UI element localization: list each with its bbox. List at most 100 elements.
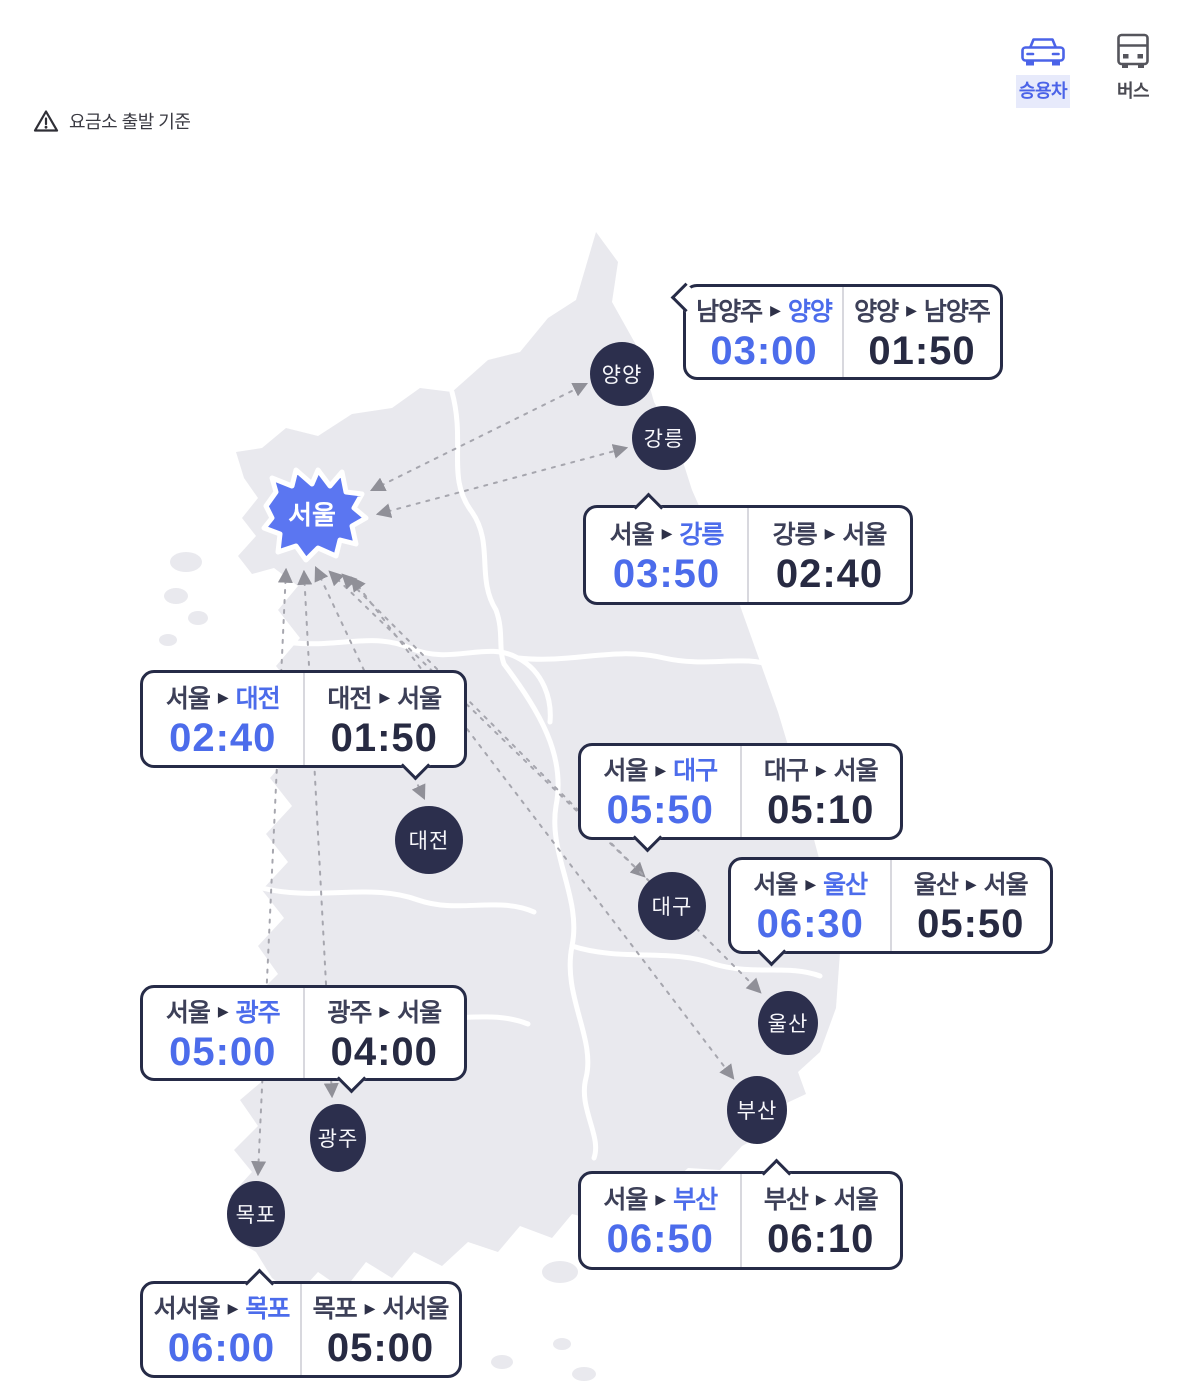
city-marker-mokpo[interactable]: 목포	[227, 1181, 285, 1247]
route-arrow-icon: ▶	[824, 525, 836, 541]
route-arrow-icon: ▶	[217, 689, 229, 705]
route-arrow-icon: ▶	[815, 761, 827, 778]
city-marker-daejeon[interactable]: 대전	[395, 806, 463, 874]
inbound-time: 02:40	[775, 551, 884, 596]
notice-text: 요금소 출발 기준	[69, 112, 191, 132]
divider	[889, 860, 892, 951]
route-arrow-icon: ▶	[661, 525, 673, 541]
route-card-busan: 서울 ▶ 부산 06:50 부산 ▶ 서울 06:10	[578, 1158, 903, 1270]
route-arrow-icon: ▶	[379, 689, 390, 705]
from-city: 목포	[312, 1295, 358, 1323]
inbound-cell: 목포 ▶ 서서울 05:00	[302, 1284, 459, 1375]
city-marker-label: 양양	[601, 364, 643, 387]
outbound-cell: 서울 ▶ 부산 06:50	[581, 1174, 740, 1267]
city-marker-label: 강릉	[643, 428, 685, 451]
inbound-cell: 대전 ▶ 서울 01:50	[305, 673, 465, 765]
from-city: 서울	[603, 757, 648, 785]
inbound-time: 05:00	[326, 1326, 435, 1370]
city-marker-daegu[interactable]: 대구	[638, 872, 706, 940]
from-city: 서울	[603, 1186, 648, 1214]
from-city: 강릉	[772, 520, 818, 549]
from-city: 대전	[327, 684, 372, 713]
outbound-time: 06:00	[167, 1326, 276, 1370]
city-marker-ulsan[interactable]: 울산	[758, 991, 818, 1055]
warning-icon	[33, 110, 59, 132]
to-city: 대구	[673, 757, 718, 785]
inbound-time: 05:50	[917, 902, 1025, 946]
route-card-ulsan: 서울 ▶ 울산 06:30 울산 ▶ 서울 05:50	[728, 857, 1053, 967]
outbound-cell: 서울 ▶ 강릉 03:50	[586, 508, 747, 602]
outbound-cell: 서서울 ▶ 목포 06:00	[143, 1284, 300, 1375]
outbound-time: 05:50	[606, 788, 714, 832]
seoul-region-marker[interactable]: 서울	[261, 467, 369, 563]
outbound-cell: 서울 ▶ 대구 05:50	[581, 746, 740, 837]
route-arrow-icon: ▶	[655, 761, 666, 778]
mode-car-label: 승용차	[1015, 75, 1071, 108]
city-marker-label: 울산	[767, 1013, 809, 1036]
notice: 요금소 출발 기준	[33, 108, 191, 134]
outbound-cell: 서울 ▶ 대전 02:40	[143, 673, 303, 765]
to-city: 부산	[673, 1186, 718, 1214]
to-city: 강릉	[679, 520, 724, 549]
route-card-mokpo: 서서울 ▶ 목포 06:00 목포 ▶ 서서울 05:00	[140, 1268, 462, 1378]
to-city: 광주	[235, 998, 281, 1027]
route-arrow-icon: ▶	[364, 1299, 376, 1316]
route-card-gwangju: 서울 ▶ 광주 05:00 광주 ▶ 서울 04:00	[140, 985, 467, 1094]
to-city: 남양주	[923, 297, 991, 326]
city-marker-busan[interactable]: 부산	[727, 1076, 787, 1144]
from-city: 서울	[753, 871, 798, 899]
inbound-cell: 부산 ▶ 서울 06:10	[742, 1174, 901, 1267]
city-marker-gangneung[interactable]: 강릉	[632, 406, 696, 470]
inbound-cell: 대구 ▶ 서울 05:10	[742, 746, 901, 837]
inbound-cell: 강릉 ▶ 서울 02:40	[749, 508, 910, 602]
inbound-time: 01:50	[330, 715, 438, 760]
route-arrow-icon: ▶	[965, 875, 977, 892]
from-city: 광주	[327, 998, 372, 1027]
outbound-cell: 남양주 ▶ 양양 03:00	[686, 287, 842, 377]
to-city: 서울	[983, 871, 1029, 899]
route-arrow-icon: ▶	[227, 1299, 239, 1316]
mode-car-button[interactable]: 승용차	[1012, 33, 1074, 108]
from-city: 울산	[913, 871, 959, 899]
to-city: 울산	[823, 871, 868, 899]
to-city: 서울	[397, 684, 442, 713]
mode-bus-label: 버스	[1116, 81, 1150, 101]
outbound-time: 03:50	[612, 551, 721, 596]
route-card-daejeon: 서울 ▶ 대전 02:40 대전 ▶ 서울 01:50	[140, 670, 467, 781]
outbound-time: 05:00	[169, 1029, 277, 1074]
city-marker-gwangju[interactable]: 광주	[310, 1104, 366, 1172]
route-arrow-icon: ▶	[805, 875, 816, 892]
mode-bus-button[interactable]: 버스	[1108, 33, 1158, 103]
bus-icon	[1117, 33, 1149, 68]
outbound-cell: 서울 ▶ 광주 05:00	[143, 988, 303, 1078]
outbound-time: 06:50	[606, 1217, 714, 1261]
divider	[300, 1284, 302, 1375]
to-city: 목포	[245, 1295, 290, 1323]
car-icon	[1021, 38, 1065, 66]
city-marker-label: 목포	[235, 1204, 277, 1227]
route-arrow-icon: ▶	[379, 1003, 390, 1019]
route-card-gangneung: 서울 ▶ 강릉 03:50 강릉 ▶ 서울 02:40	[583, 492, 913, 605]
from-city: 대구	[763, 757, 809, 785]
inbound-time: 05:10	[767, 788, 875, 832]
city-marker-label: 대전	[408, 830, 450, 853]
city-marker-label: 광주	[317, 1128, 359, 1151]
city-marker-yangyang[interactable]: 양양	[590, 342, 654, 406]
city-marker-label: 부산	[736, 1100, 778, 1123]
from-city: 서울	[165, 998, 211, 1027]
to-city: 서울	[833, 757, 879, 785]
from-city: 서울	[609, 520, 655, 549]
route-arrow-icon: ▶	[906, 302, 917, 318]
to-city: 대전	[235, 684, 281, 713]
seoul-label: 서울	[288, 500, 336, 530]
to-city: 양양	[787, 297, 833, 326]
to-city: 서울	[397, 998, 442, 1027]
to-city: 서울	[833, 1186, 879, 1214]
from-city: 남양주	[696, 297, 763, 326]
divider	[747, 508, 749, 602]
divider	[842, 287, 844, 377]
inbound-cell: 양양 ▶ 남양주 01:50	[844, 287, 1000, 377]
from-city: 양양	[854, 297, 899, 326]
from-city: 서서울	[153, 1295, 221, 1323]
